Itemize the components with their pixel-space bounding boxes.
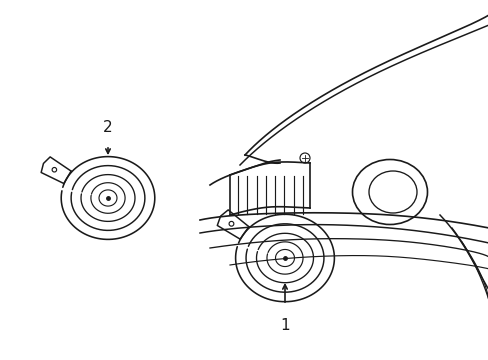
Text: 2: 2	[103, 120, 113, 135]
Text: 1: 1	[280, 318, 289, 333]
